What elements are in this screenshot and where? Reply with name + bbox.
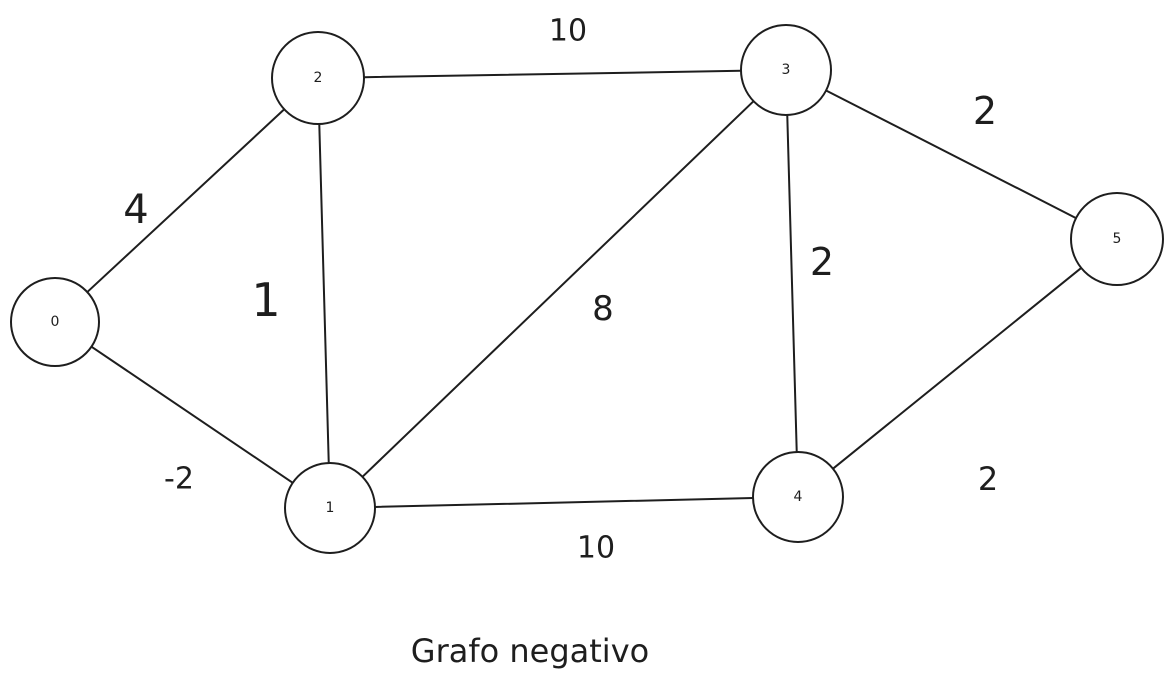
edge-1-4 [373,497,755,508]
edge-0-2 [86,108,286,294]
edge-2-1 [318,122,330,465]
edge-weight-1-4: 10 [577,531,615,566]
node-1: 1 [284,462,376,554]
edge-weight-2-3: 10 [549,14,587,49]
node-label-5: 5 [1113,231,1122,247]
node-2: 2 [271,31,365,125]
node-0: 0 [10,277,100,367]
edge-3-5 [825,89,1078,220]
edge-2-3 [362,69,743,79]
node-circle-2 [271,31,365,125]
node-label-2: 2 [314,70,323,86]
diagram-caption: Grafo negativo [411,632,649,670]
edge-0-1 [90,345,294,484]
node-label-4: 4 [794,489,803,505]
edge-weight-3-5: 2 [973,89,997,133]
node-circle-1 [284,462,376,554]
edge-weight-0-1: -2 [164,462,194,497]
node-3: 3 [740,24,832,116]
edge-weight-1-3: 8 [592,289,614,329]
edges-layer [86,69,1083,508]
node-label-3: 3 [782,62,791,78]
node-label-0: 0 [51,314,60,330]
edge-4-5 [831,266,1083,470]
edge-weight-3-4: 2 [810,240,834,284]
node-circle-0 [10,277,100,367]
node-circle-4 [752,451,844,543]
weights-layer: 4 -2 1 10 8 10 2 2 2 [123,14,998,566]
node-5: 5 [1070,192,1164,286]
node-4: 4 [752,451,844,543]
edge-1-3 [361,100,755,478]
node-label-1: 1 [326,500,335,516]
node-circle-5 [1070,192,1164,286]
edge-weight-4-5: 2 [978,460,998,498]
nodes-layer: 0 1 2 3 4 5 [10,24,1164,554]
node-circle-3 [740,24,832,116]
edge-weight-0-2: 4 [123,187,148,233]
edge-3-4 [786,113,798,454]
edge-weight-2-1: 1 [251,273,280,327]
